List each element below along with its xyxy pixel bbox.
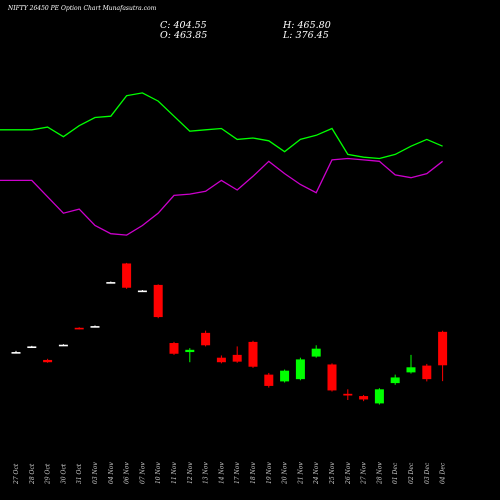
candle-body bbox=[406, 367, 416, 373]
x-tick-label: 19 Nov bbox=[266, 462, 273, 484]
x-tick-label: 11 Nov bbox=[171, 462, 178, 484]
candle-body bbox=[43, 359, 53, 363]
candle-body bbox=[169, 343, 179, 354]
candle-body bbox=[90, 326, 100, 328]
x-tick-label: 30 Oct bbox=[60, 463, 67, 484]
candle-body bbox=[232, 354, 242, 362]
candle-body bbox=[343, 393, 353, 396]
candle-body bbox=[153, 284, 163, 318]
candle-body bbox=[106, 282, 116, 284]
x-tick-label: 17 Nov bbox=[234, 462, 241, 484]
x-tick-label: 10 Nov bbox=[155, 462, 162, 484]
candle-body bbox=[280, 370, 290, 382]
candle-body bbox=[27, 346, 37, 349]
candle-body bbox=[122, 263, 132, 288]
candle-body bbox=[264, 374, 274, 386]
high-value: H: 465.80 bbox=[283, 20, 331, 31]
x-tick-label: 04 Dec bbox=[440, 462, 447, 484]
green-indicator-line bbox=[0, 92, 443, 160]
open-value: O: 463.85 bbox=[160, 30, 208, 41]
candle-body bbox=[248, 341, 258, 367]
x-tick-label: 02 Dec bbox=[408, 462, 415, 484]
candle-body bbox=[11, 352, 21, 354]
candle-body bbox=[201, 332, 211, 346]
x-tick-label: 03 Dec bbox=[424, 462, 431, 484]
candle-body bbox=[438, 331, 448, 366]
x-tick-label: 26 Nov bbox=[345, 462, 352, 485]
x-tick-label: 27 Nov bbox=[361, 462, 368, 485]
candle-body bbox=[137, 290, 147, 293]
candle-body bbox=[374, 389, 384, 404]
x-tick-label: 31 Oct bbox=[76, 463, 83, 484]
x-tick-label: 04 Nov bbox=[108, 462, 115, 484]
x-tick-label: 06 Nov bbox=[124, 462, 131, 484]
candle-body bbox=[216, 357, 226, 363]
x-tick-label: 24 Nov bbox=[313, 462, 320, 485]
candle-body bbox=[185, 349, 195, 353]
x-tick-label: 03 Nov bbox=[92, 462, 99, 484]
candle-body bbox=[359, 396, 369, 400]
x-tick-label: 28 Oct bbox=[29, 463, 36, 485]
candle-body bbox=[74, 327, 84, 330]
candle-body bbox=[327, 364, 337, 391]
x-tick-label: 20 Nov bbox=[282, 462, 289, 485]
candle-body bbox=[390, 377, 400, 384]
x-tick-label: 18 Nov bbox=[250, 462, 257, 484]
chart-title: NIFTY 26450 PE Option Chart Munafasutra.… bbox=[8, 5, 157, 12]
x-tick-label: 28 Nov bbox=[376, 462, 383, 485]
low-value: L: 376.45 bbox=[283, 30, 329, 41]
x-tick-label: 21 Nov bbox=[297, 462, 304, 485]
x-tick-label: 29 Oct bbox=[45, 463, 52, 485]
magenta-indicator-line bbox=[0, 157, 443, 236]
x-tick-label: 01 Dec bbox=[392, 462, 399, 484]
x-tick-label: 07 Nov bbox=[139, 462, 146, 484]
candle-body bbox=[311, 348, 321, 357]
x-tick-label: 13 Nov bbox=[203, 462, 210, 484]
x-tick-label: 14 Nov bbox=[218, 462, 225, 484]
close-value: C: 404.55 bbox=[160, 20, 207, 31]
x-tick-label: 12 Nov bbox=[187, 462, 194, 484]
candle-body bbox=[422, 365, 432, 380]
x-tick-label: 27 Oct bbox=[13, 463, 20, 485]
x-tick-label: 25 Nov bbox=[329, 462, 336, 485]
candle-body bbox=[58, 344, 68, 347]
candle-body bbox=[295, 359, 305, 380]
